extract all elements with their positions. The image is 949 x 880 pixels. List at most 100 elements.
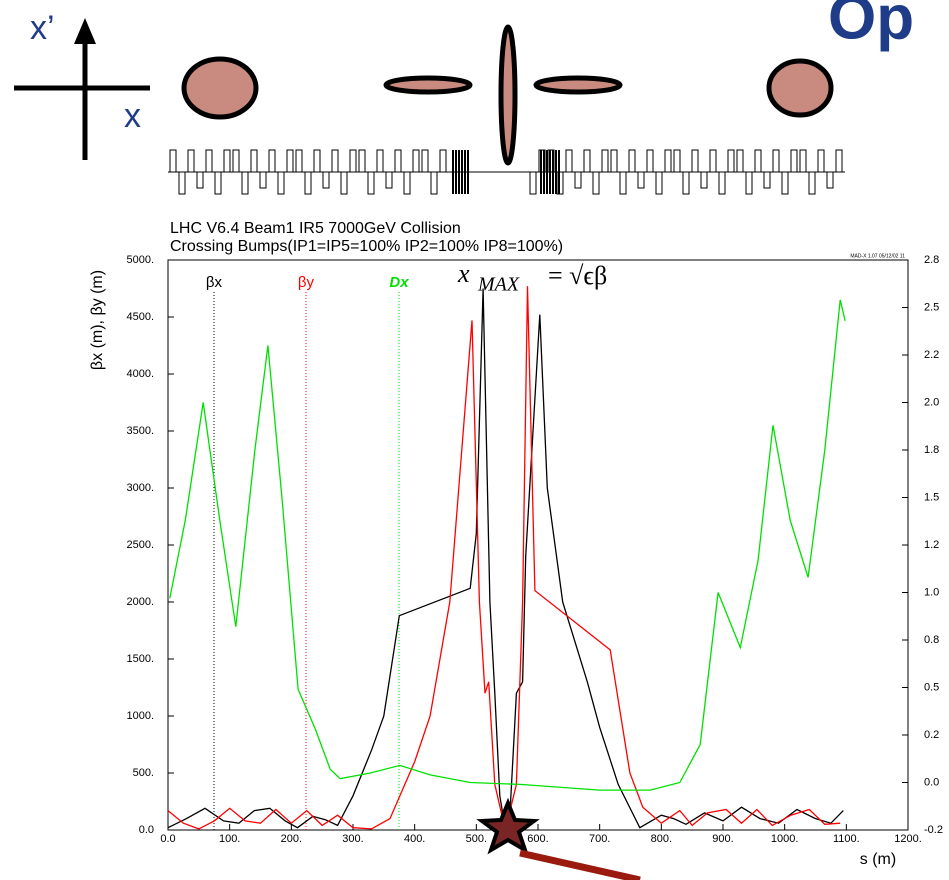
x-tick-label: 0.0 — [160, 833, 175, 845]
x-tick-label: 600. — [527, 833, 548, 845]
x-tick-label: 500. — [466, 833, 487, 845]
magnet — [376, 149, 384, 173]
magnet — [691, 149, 699, 173]
magnet — [277, 171, 285, 195]
series-line — [167, 288, 844, 830]
magnet — [458, 150, 460, 194]
magnet — [718, 171, 726, 195]
magnet — [196, 171, 204, 189]
x-tick-label: 300. — [342, 833, 363, 845]
y2-tick-label: 2.5 — [924, 301, 939, 313]
magnet — [358, 149, 366, 173]
magnet — [187, 149, 195, 173]
magnet — [781, 171, 789, 195]
magnet — [655, 171, 663, 195]
magnet — [467, 150, 469, 194]
chart-subtitle: Crossing Bumps(IP1=IP5=100% IP2=100% IP8… — [170, 238, 563, 255]
ellipse — [533, 75, 623, 95]
x-tick-label: 200. — [281, 833, 302, 845]
y-tick-label: 3000. — [126, 482, 154, 494]
magnet — [295, 149, 303, 173]
formula: x — [457, 259, 470, 288]
magnet — [817, 149, 825, 173]
magnet — [232, 149, 240, 173]
magnet — [754, 149, 762, 173]
magnet — [214, 171, 222, 195]
magnet — [178, 171, 186, 195]
axis-label: x’ — [30, 9, 55, 47]
magnet — [439, 149, 447, 173]
magnet — [241, 171, 249, 195]
y2-tick-label: 0.8 — [924, 634, 939, 646]
y2-tick-label: -0.2 — [924, 824, 943, 836]
ellipse — [181, 56, 259, 120]
magnet — [331, 149, 339, 173]
legend-label: Dx — [389, 274, 409, 291]
y-tick-label: 4500. — [126, 311, 154, 323]
magnet — [673, 149, 681, 173]
x-tick-label: 100. — [219, 833, 240, 845]
ellipse — [383, 75, 473, 95]
magnet — [540, 150, 542, 194]
magnet — [349, 149, 357, 173]
magnet — [835, 149, 843, 173]
magnet — [543, 150, 545, 194]
magnet — [709, 149, 717, 173]
magnet — [799, 149, 807, 173]
y2-tick-label: 0.2 — [924, 729, 939, 741]
magnet — [628, 149, 636, 173]
magnet — [637, 171, 645, 189]
magnet — [745, 171, 753, 195]
magnet — [682, 171, 690, 195]
y-tick-label: 2000. — [126, 596, 154, 608]
magnet — [555, 150, 557, 194]
star — [476, 797, 540, 855]
magnet — [340, 171, 348, 195]
magnet — [549, 150, 551, 194]
y-tick-label: 0.0 — [139, 824, 154, 836]
magnet — [808, 171, 816, 195]
magnet — [727, 149, 735, 173]
plot: 0.0 100. 200. 300. 400. 500. 600. 700. 800. 900. 1… — [126, 254, 943, 845]
magnet — [646, 149, 654, 173]
y-tick-label: 1500. — [126, 653, 154, 665]
magnet — [826, 171, 834, 189]
magnet — [304, 171, 312, 195]
magnet — [286, 149, 294, 173]
magnet — [464, 150, 466, 194]
x-tick-label: 700. — [589, 833, 610, 845]
magnet — [790, 149, 798, 173]
y-tick-label: 4000. — [126, 368, 154, 380]
magnet — [565, 149, 573, 173]
y2-tick-label: 1.0 — [924, 586, 939, 598]
x-tick-label: 1200. — [894, 833, 922, 845]
x-tick-label: 1100. — [833, 833, 860, 845]
magnet — [259, 171, 267, 189]
magnet — [558, 150, 560, 194]
magnet — [700, 171, 708, 189]
y2-tick-label: 2.2 — [924, 349, 939, 361]
magnet — [664, 149, 672, 173]
y2-tick-label: 0.0 — [924, 776, 939, 788]
magnet — [461, 150, 463, 194]
magnet — [223, 149, 231, 173]
magnet — [574, 171, 582, 189]
y-tick-label: 2500. — [126, 539, 154, 551]
y2-tick-label: 1.2 — [924, 539, 939, 551]
magnet — [268, 149, 276, 173]
x-tick-label: 1000. — [771, 833, 799, 845]
magnet — [610, 149, 618, 173]
y2-tick-label: 2.0 — [924, 396, 939, 408]
y-tick-label: 1000. — [126, 710, 154, 722]
magnet — [592, 171, 600, 195]
beam-ellipses — [181, 24, 834, 166]
arrow-head — [74, 18, 96, 44]
series-line — [169, 299, 846, 791]
legend: βx βy Dx — [206, 274, 409, 830]
ellipse — [498, 24, 518, 166]
magnet — [403, 171, 411, 195]
magnet — [529, 171, 537, 195]
y2-tick-label: 2.8 — [924, 254, 939, 266]
magnet — [772, 149, 780, 173]
y-axis-label: βx (m), βy (m) — [89, 270, 106, 370]
